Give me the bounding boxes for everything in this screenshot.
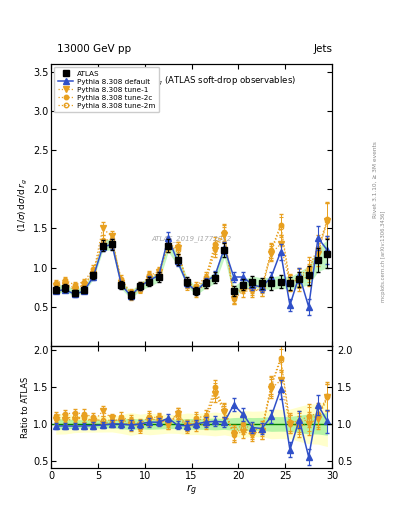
Text: 13000 GeV pp: 13000 GeV pp xyxy=(57,44,131,54)
Text: mcplots.cern.ch [arXiv:1306.3436]: mcplots.cern.ch [arXiv:1306.3436] xyxy=(381,210,386,302)
Text: Jets: Jets xyxy=(313,44,332,54)
Text: ATLAS_2019_I1772062: ATLAS_2019_I1772062 xyxy=(151,236,232,242)
Legend: ATLAS, Pythia 8.308 default, Pythia 8.308 tune-1, Pythia 8.308 tune-2c, Pythia 8: ATLAS, Pythia 8.308 default, Pythia 8.30… xyxy=(54,67,159,113)
Y-axis label: $(1/\sigma)\,\mathrm{d}\sigma/\mathrm{d}\,r_g$: $(1/\sigma)\,\mathrm{d}\sigma/\mathrm{d}… xyxy=(17,178,30,232)
Text: Rivet 3.1.10, ≥ 3M events: Rivet 3.1.10, ≥ 3M events xyxy=(373,141,378,218)
Text: Opening angle $r_g$ (ATLAS soft-drop observables): Opening angle $r_g$ (ATLAS soft-drop obs… xyxy=(88,75,296,89)
X-axis label: $r_g$: $r_g$ xyxy=(186,483,197,498)
Y-axis label: Ratio to ATLAS: Ratio to ATLAS xyxy=(21,376,30,438)
